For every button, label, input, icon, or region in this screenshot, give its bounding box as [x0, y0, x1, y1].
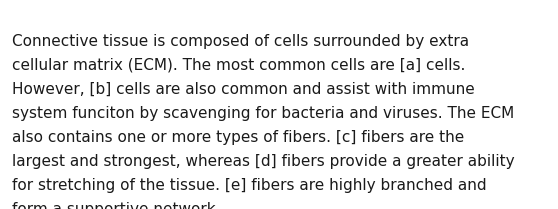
Text: for stretching of the tissue. [e] fibers are highly branched and: for stretching of the tissue. [e] fibers… — [12, 178, 487, 193]
Text: cellular matrix (ECM). The most common cells are [a] cells.: cellular matrix (ECM). The most common c… — [12, 58, 465, 73]
Text: also contains one or more types of fibers. [c] fibers are the: also contains one or more types of fiber… — [12, 130, 464, 145]
Text: system funciton by scavenging for bacteria and viruses. The ECM: system funciton by scavenging for bacter… — [12, 106, 514, 121]
Text: form a supportive network.: form a supportive network. — [12, 202, 220, 209]
Text: Connective tissue is composed of cells surrounded by extra: Connective tissue is composed of cells s… — [12, 34, 469, 49]
Text: However, [b] cells are also common and assist with immune: However, [b] cells are also common and a… — [12, 82, 475, 97]
Text: largest and strongest, whereas [d] fibers provide a greater ability: largest and strongest, whereas [d] fiber… — [12, 154, 514, 169]
